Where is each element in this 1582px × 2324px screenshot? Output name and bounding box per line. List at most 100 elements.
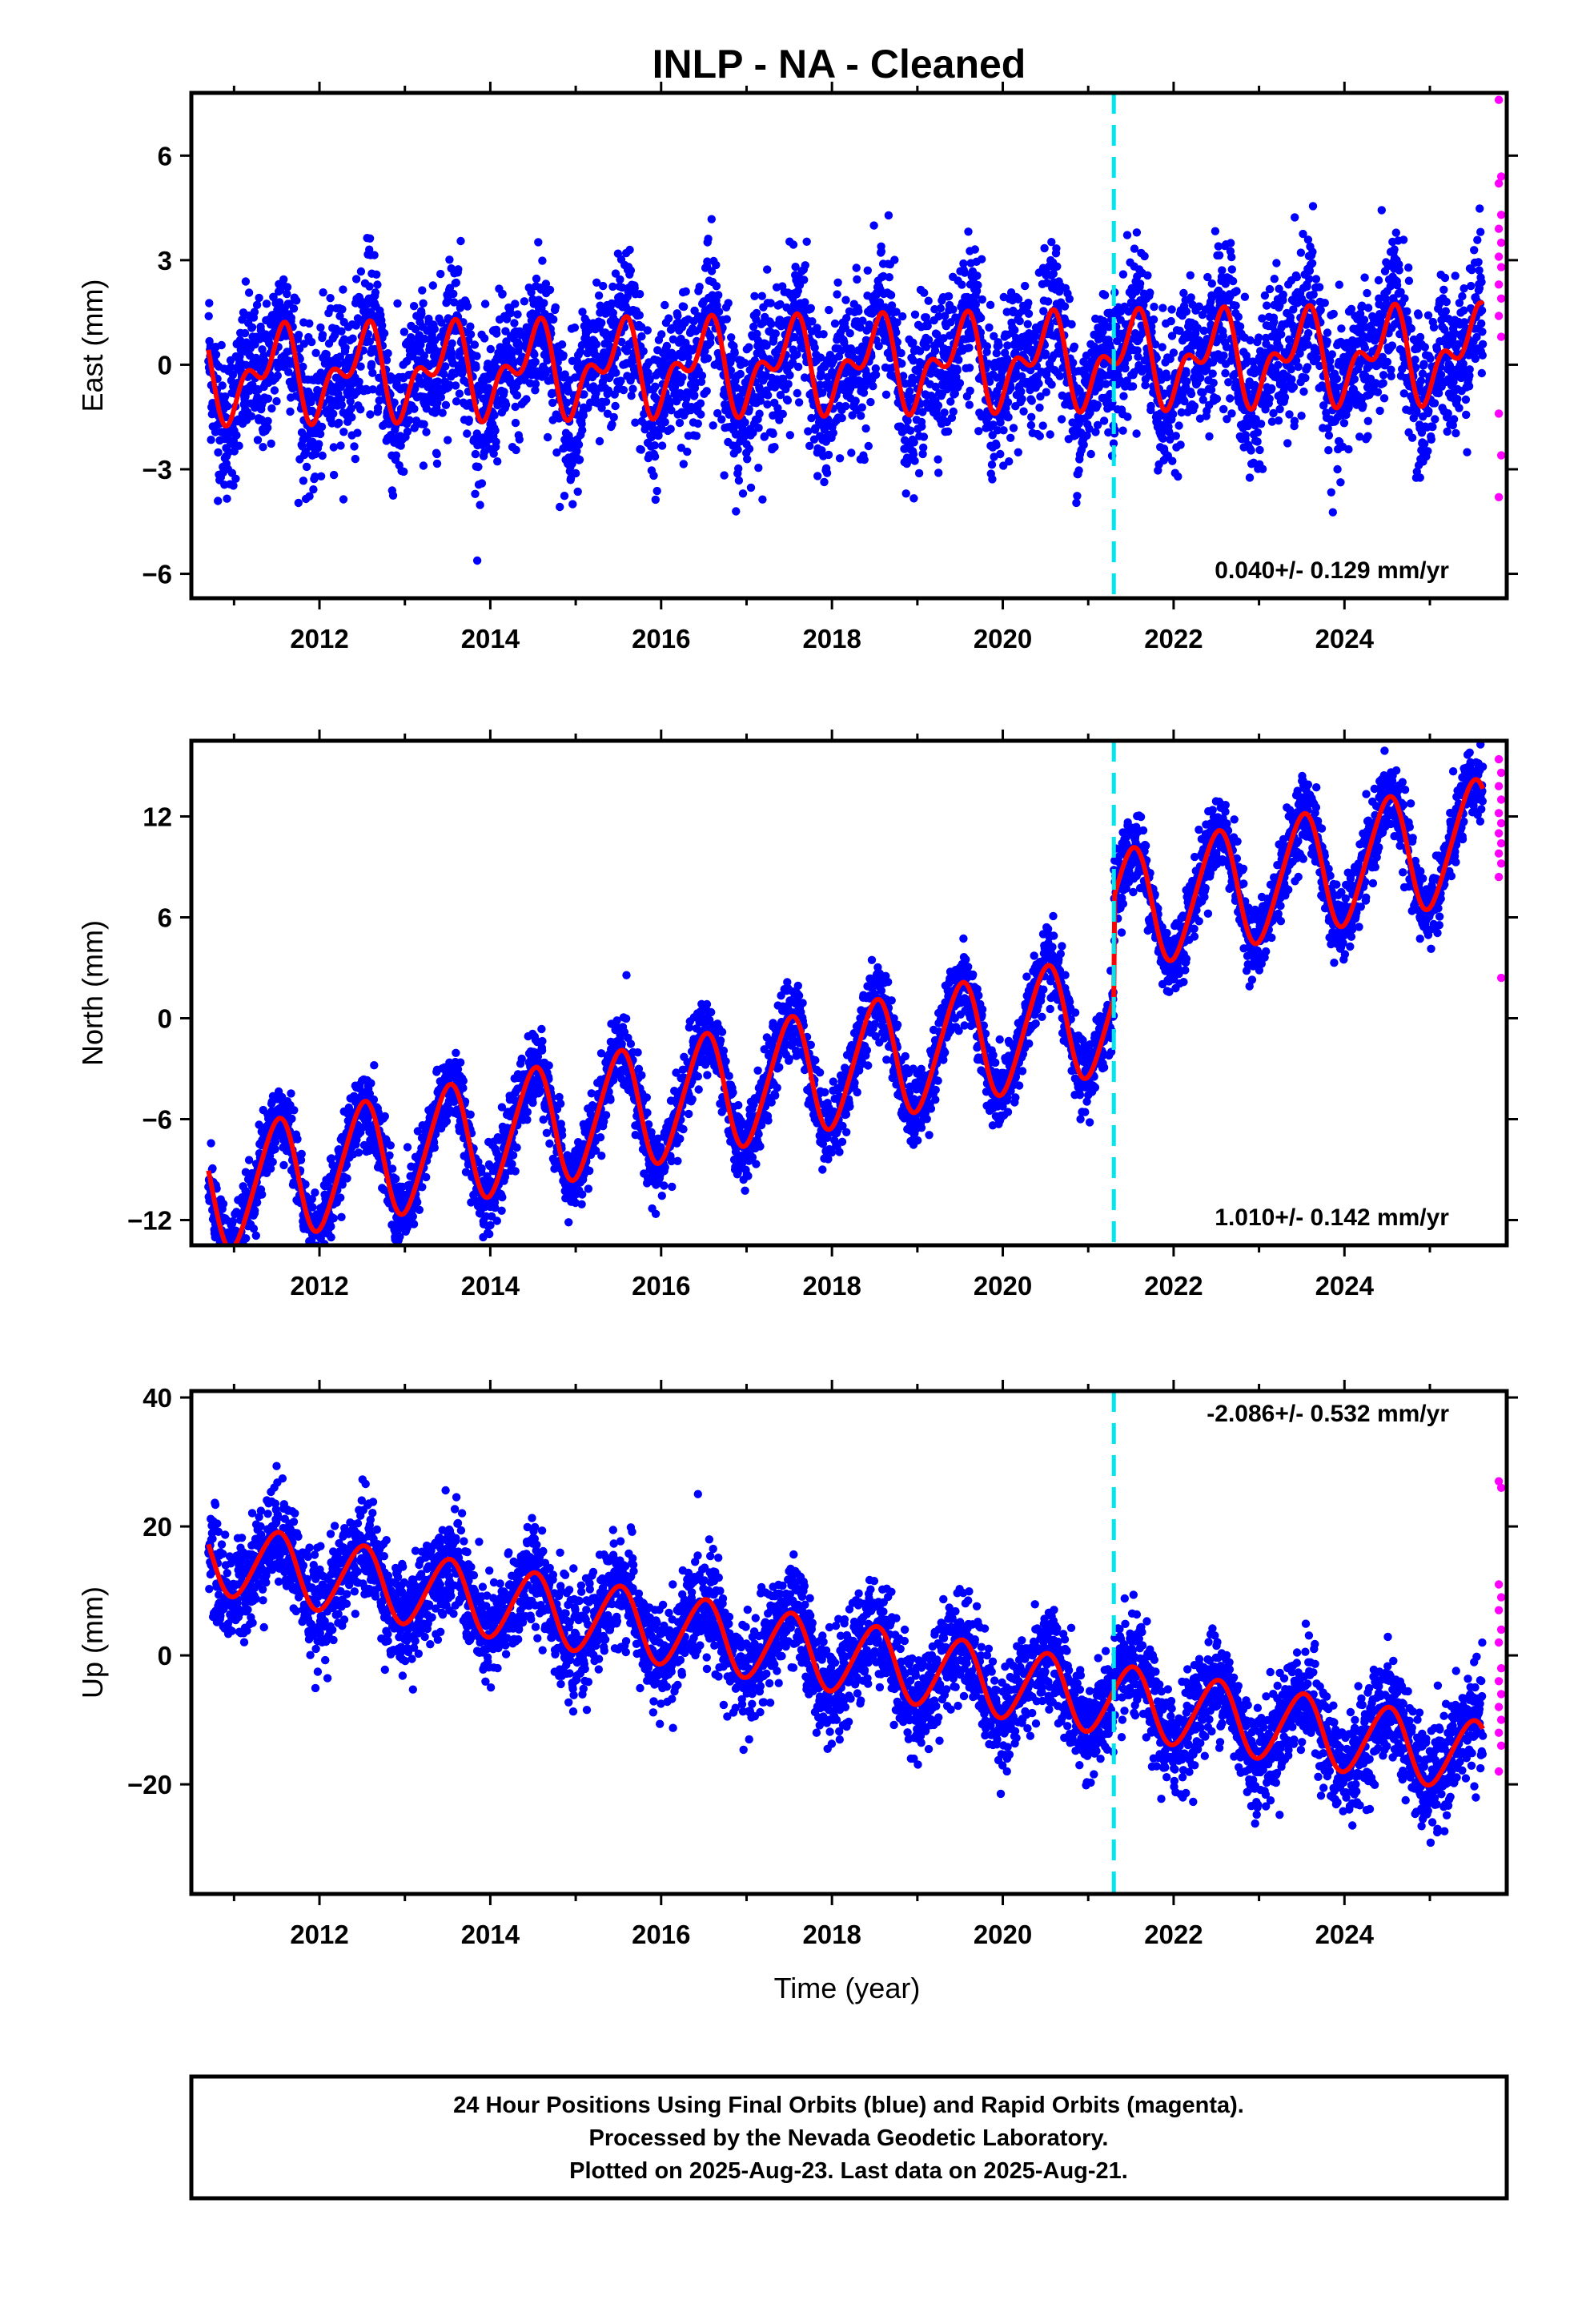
- east-data-point: [776, 391, 785, 400]
- east-data-point: [820, 477, 829, 487]
- east-data-point: [909, 356, 917, 365]
- east-data-point: [794, 398, 804, 407]
- east-data-point: [860, 455, 869, 464]
- east-data-point: [1069, 358, 1078, 368]
- east-data-point: [500, 388, 508, 396]
- east-data-point: [356, 405, 365, 414]
- east-data-point: [612, 368, 620, 377]
- east-data-point: [1355, 432, 1364, 441]
- east-data-point: [513, 310, 522, 319]
- east-data-point: [1460, 318, 1469, 327]
- east-data-point: [1134, 352, 1142, 361]
- east-data-point: [1477, 306, 1487, 315]
- east-data-point: [355, 377, 363, 386]
- east-data-point: [270, 386, 279, 395]
- east-data-point: [437, 318, 446, 327]
- east-data-point: [221, 392, 230, 401]
- east-data-point: [207, 436, 215, 444]
- east-data-point: [1130, 244, 1139, 253]
- east-data-point: [934, 401, 943, 410]
- east-data-point: [903, 416, 912, 425]
- east-data-point: [1019, 407, 1028, 416]
- east-data-point: [770, 443, 779, 452]
- east-data-point: [1471, 354, 1480, 364]
- east-data-point: [1174, 472, 1182, 481]
- east-data-point: [1473, 235, 1482, 244]
- east-data-point: [218, 381, 227, 390]
- east-data-point: [1453, 340, 1463, 349]
- east-data-point: [1428, 422, 1437, 432]
- east-data-point: [886, 291, 896, 300]
- east-data-point: [1227, 252, 1236, 262]
- east-data-point: [1186, 271, 1195, 279]
- east-data-point: [616, 376, 625, 385]
- east-data-point: [283, 283, 292, 292]
- east-data-point: [573, 487, 582, 497]
- east-data-point: [678, 373, 687, 382]
- east-data-point: [223, 494, 231, 503]
- east-data-point: [1065, 295, 1074, 304]
- east-data-point: [339, 285, 347, 294]
- east-data-point: [1123, 353, 1133, 362]
- east-rapid-point: [1496, 451, 1506, 460]
- east-data-point: [368, 368, 377, 377]
- east-data-point: [727, 333, 736, 342]
- east-data-point: [1182, 307, 1191, 316]
- east-data-point: [944, 292, 954, 301]
- east-data-point: [675, 418, 685, 428]
- east-data-point: [1464, 382, 1474, 391]
- east-data-point: [1265, 394, 1274, 404]
- east-data-point: [388, 491, 398, 500]
- east-data-point: [1379, 379, 1387, 388]
- east-data-point: [365, 282, 374, 291]
- east-data-point: [1449, 415, 1459, 424]
- east-data-point: [707, 215, 716, 223]
- east-data-point: [1416, 376, 1426, 385]
- east-data-point: [1072, 498, 1081, 508]
- east-data-point: [1102, 380, 1110, 388]
- east-data-point: [1295, 349, 1304, 358]
- east-data-point: [946, 397, 955, 406]
- east-data-point: [1135, 279, 1145, 288]
- east-data-point: [400, 328, 409, 336]
- east-data-point: [679, 302, 689, 312]
- east-data-point: [861, 424, 870, 433]
- east-data-point: [1039, 307, 1048, 316]
- east-data-point: [1420, 440, 1429, 448]
- east-data-point: [515, 435, 524, 444]
- east-data-point: [1167, 332, 1177, 340]
- east-data-point: [670, 383, 680, 392]
- east-data-point: [858, 316, 867, 325]
- east-data-point: [1430, 399, 1439, 408]
- east-data-point: [1098, 327, 1107, 336]
- east-data-point: [1075, 386, 1084, 396]
- east-data-point: [214, 497, 223, 505]
- east-data-point: [534, 238, 543, 247]
- east-data-point: [350, 442, 359, 451]
- east-data-point: [510, 319, 519, 328]
- east-data-point: [472, 429, 481, 438]
- east-data-point: [617, 283, 627, 292]
- east-data-point: [805, 441, 814, 450]
- east-data-point: [949, 407, 958, 416]
- east-data-point: [709, 421, 717, 430]
- east-data-point: [673, 312, 682, 320]
- east-data-point: [1047, 380, 1056, 389]
- east-data-point: [1377, 206, 1387, 215]
- east-data-point: [1034, 379, 1043, 388]
- east-data-point: [661, 300, 669, 310]
- east-data-point: [337, 400, 346, 409]
- east-data-point: [1267, 417, 1277, 426]
- east-data-point: [662, 341, 672, 351]
- east-data-point: [1355, 360, 1364, 369]
- east-data-point: [1018, 395, 1026, 404]
- east-data-point: [920, 288, 929, 297]
- east-data-point: [897, 348, 905, 358]
- east-data-point: [235, 336, 245, 344]
- east-data-point: [1280, 393, 1290, 402]
- east-data-point: [259, 443, 267, 452]
- east-data-point: [869, 221, 878, 230]
- east-data-point: [326, 304, 335, 313]
- east-data-point: [250, 308, 259, 316]
- east-data-point: [1228, 276, 1238, 286]
